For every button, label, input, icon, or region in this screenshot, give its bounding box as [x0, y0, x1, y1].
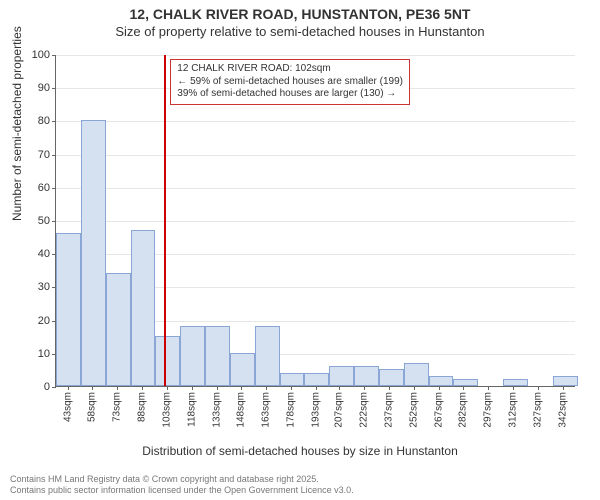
- xtick-label: 133sqm: [211, 392, 222, 428]
- xtick-label: 252sqm: [408, 392, 419, 428]
- ytick-label: 10: [38, 348, 50, 360]
- xtick-label: 207sqm: [334, 392, 345, 428]
- xtick-mark: [92, 386, 93, 390]
- ytick-mark: [52, 155, 56, 156]
- histogram-bar: [106, 273, 131, 386]
- histogram-bar: [280, 373, 305, 386]
- xtick-mark: [316, 386, 317, 390]
- xtick-label: 327sqm: [532, 392, 543, 428]
- ytick-mark: [52, 221, 56, 222]
- ytick-mark: [52, 121, 56, 122]
- xtick-mark: [563, 386, 564, 390]
- grid-line: [56, 155, 575, 156]
- xtick-mark: [339, 386, 340, 390]
- histogram-bar: [131, 230, 156, 386]
- xtick-mark: [439, 386, 440, 390]
- footer-line1: Contains HM Land Registry data © Crown c…: [10, 474, 354, 485]
- histogram-bar: [379, 369, 404, 386]
- histogram-bar: [81, 120, 106, 386]
- xtick-mark: [167, 386, 168, 390]
- ytick-label: 50: [38, 215, 50, 227]
- xtick-mark: [414, 386, 415, 390]
- xtick-mark: [389, 386, 390, 390]
- property-marker-line: [164, 55, 166, 386]
- ytick-label: 60: [38, 182, 50, 194]
- title-sub: Size of property relative to semi-detach…: [0, 24, 600, 39]
- xtick-label: 163sqm: [261, 392, 272, 428]
- xtick-mark: [68, 386, 69, 390]
- y-axis-label: Number of semi-detached properties: [10, 26, 24, 221]
- xtick-label: 282sqm: [458, 392, 469, 428]
- xtick-label: 312sqm: [508, 392, 519, 428]
- xtick-mark: [241, 386, 242, 390]
- chart-title-block: 12, CHALK RIVER ROAD, HUNSTANTON, PE36 5…: [0, 0, 600, 39]
- grid-line: [56, 55, 575, 56]
- histogram-bar: [205, 326, 230, 386]
- xtick-mark: [217, 386, 218, 390]
- ytick-label: 30: [38, 281, 50, 293]
- title-main: 12, CHALK RIVER ROAD, HUNSTANTON, PE36 5…: [0, 6, 600, 22]
- xtick-mark: [463, 386, 464, 390]
- ytick-mark: [52, 55, 56, 56]
- grid-line: [56, 221, 575, 222]
- plot-region: 010203040506070809010043sqm58sqm73sqm88s…: [55, 55, 575, 387]
- histogram-bar: [553, 376, 578, 386]
- annotation-line1: 12 CHALK RIVER ROAD: 102sqm: [177, 63, 403, 76]
- ytick-label: 100: [32, 49, 50, 61]
- annotation-line3: 39% of semi-detached houses are larger (…: [177, 88, 403, 101]
- xtick-label: 103sqm: [161, 392, 172, 428]
- x-axis-label: Distribution of semi-detached houses by …: [0, 444, 600, 458]
- histogram-bar: [453, 379, 478, 386]
- histogram-bar: [503, 379, 528, 386]
- xtick-label: 43sqm: [62, 392, 73, 422]
- histogram-bar: [255, 326, 280, 386]
- xtick-label: 222sqm: [359, 392, 370, 428]
- histogram-bar: [354, 366, 379, 386]
- ytick-label: 70: [38, 149, 50, 161]
- xtick-label: 297sqm: [483, 392, 494, 428]
- xtick-label: 88sqm: [137, 392, 148, 422]
- xtick-mark: [538, 386, 539, 390]
- grid-line: [56, 121, 575, 122]
- histogram-bar: [230, 353, 255, 386]
- ytick-label: 40: [38, 248, 50, 260]
- xtick-label: 178sqm: [286, 392, 297, 428]
- xtick-mark: [117, 386, 118, 390]
- grid-line: [56, 188, 575, 189]
- ytick-label: 20: [38, 315, 50, 327]
- xtick-mark: [142, 386, 143, 390]
- xtick-mark: [192, 386, 193, 390]
- chart-area: 010203040506070809010043sqm58sqm73sqm88s…: [55, 55, 575, 387]
- ytick-label: 80: [38, 115, 50, 127]
- histogram-bar: [404, 363, 429, 386]
- xtick-label: 267sqm: [433, 392, 444, 428]
- xtick-label: 237sqm: [383, 392, 394, 428]
- histogram-bar: [304, 373, 329, 386]
- annotation-box: 12 CHALK RIVER ROAD: 102sqm← 59% of semi…: [170, 59, 410, 105]
- histogram-bar: [56, 233, 81, 386]
- xtick-label: 58sqm: [87, 392, 98, 422]
- histogram-bar: [180, 326, 205, 386]
- ytick-mark: [52, 88, 56, 89]
- xtick-label: 342sqm: [557, 392, 568, 428]
- xtick-mark: [266, 386, 267, 390]
- ytick-mark: [52, 188, 56, 189]
- ytick-label: 0: [44, 381, 50, 393]
- xtick-mark: [364, 386, 365, 390]
- ytick-label: 90: [38, 82, 50, 94]
- xtick-mark: [291, 386, 292, 390]
- xtick-label: 148sqm: [236, 392, 247, 428]
- xtick-label: 73sqm: [112, 392, 123, 422]
- xtick-label: 193sqm: [311, 392, 322, 428]
- annotation-line2: ← 59% of semi-detached houses are smalle…: [177, 76, 403, 89]
- xtick-label: 118sqm: [186, 392, 197, 427]
- histogram-bar: [429, 376, 454, 386]
- xtick-mark: [513, 386, 514, 390]
- histogram-bar: [155, 336, 180, 386]
- ytick-mark: [52, 387, 56, 388]
- footer-line2: Contains public sector information licen…: [10, 485, 354, 496]
- histogram-bar: [329, 366, 354, 386]
- xtick-mark: [488, 386, 489, 390]
- footer-attribution: Contains HM Land Registry data © Crown c…: [10, 474, 354, 497]
